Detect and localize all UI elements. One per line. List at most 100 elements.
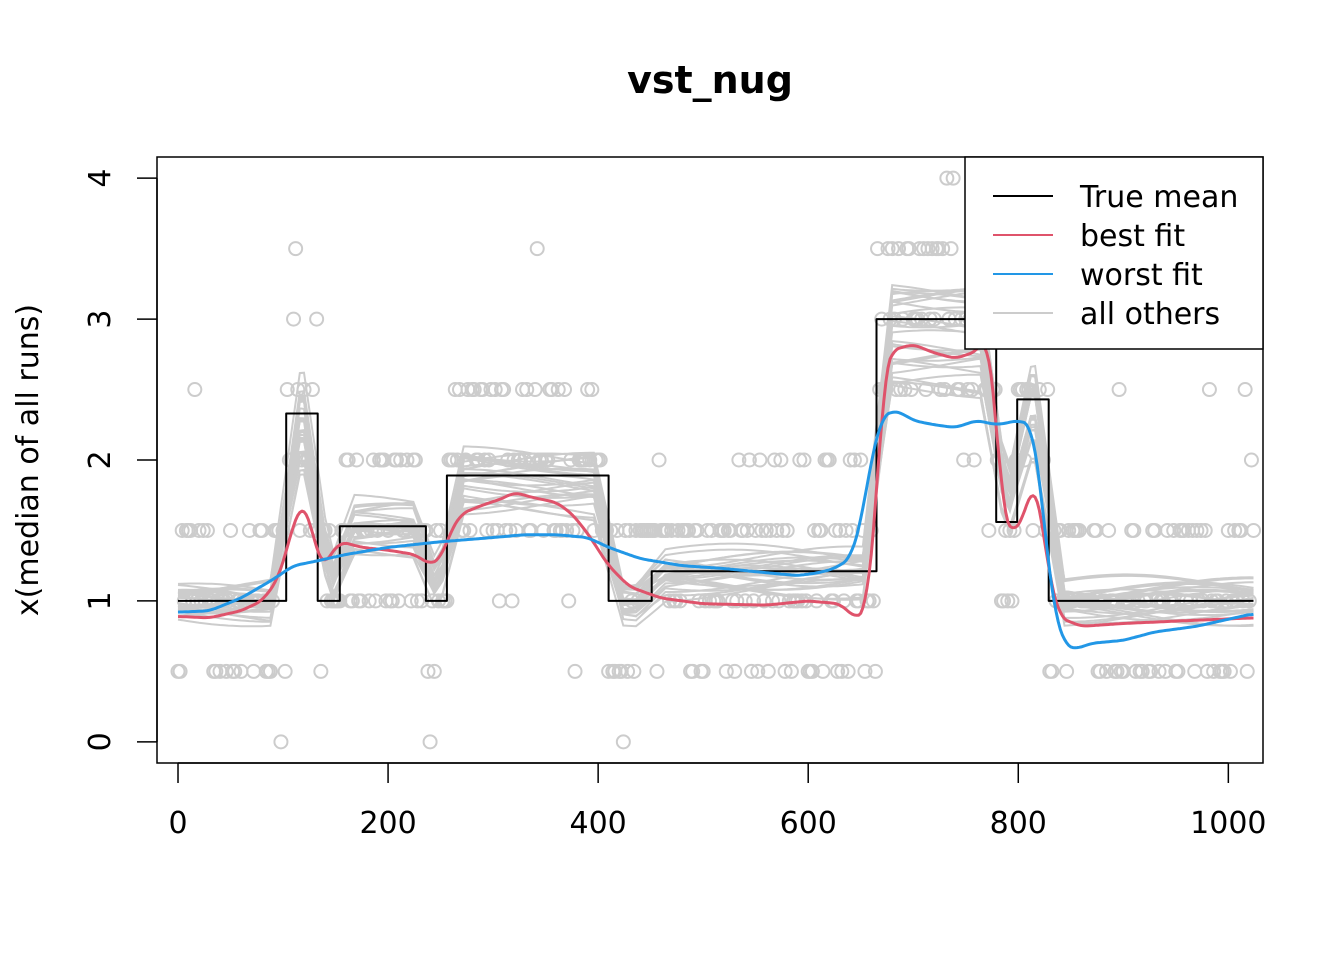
data-point	[783, 663, 799, 679]
data-point	[1092, 663, 1108, 679]
legend-label: best fit	[1080, 219, 1185, 254]
data-point	[739, 522, 755, 538]
legend: True mean best fit worst fit all others	[964, 156, 1264, 350]
x-tick-label: 400	[570, 806, 627, 841]
data-point	[842, 452, 858, 468]
data-point	[191, 522, 207, 538]
data-point	[737, 593, 753, 609]
data-point	[557, 382, 573, 398]
data-point	[399, 452, 415, 468]
data-point	[743, 663, 759, 679]
data-point	[943, 241, 959, 257]
data-point	[527, 382, 543, 398]
data-point	[760, 663, 776, 679]
data-point	[208, 663, 224, 679]
data-point	[223, 522, 239, 538]
data-point	[779, 522, 795, 538]
data-point	[1227, 522, 1243, 538]
data-point	[1061, 522, 1077, 538]
data-point	[353, 593, 369, 609]
data-point	[750, 663, 766, 679]
data-point	[758, 522, 774, 538]
data-point	[865, 593, 881, 609]
data-point	[1111, 382, 1127, 398]
data-point	[945, 170, 961, 186]
data-point	[548, 522, 564, 538]
y-axis-label: x(median of all runs)	[11, 304, 46, 616]
other-fit-line	[177, 286, 1254, 598]
data-point	[1071, 522, 1087, 538]
data-point	[689, 522, 705, 538]
data-point	[853, 452, 869, 468]
data-point	[777, 663, 793, 679]
data-point	[466, 382, 482, 398]
y-tick-label: 0	[83, 732, 118, 751]
data-point	[796, 452, 812, 468]
data-point	[1099, 663, 1115, 679]
data-point	[199, 522, 215, 538]
data-point	[981, 522, 997, 538]
data-point	[746, 593, 762, 609]
legend-label: all others	[1080, 297, 1220, 332]
data-point	[756, 593, 772, 609]
true-mean-line	[178, 318, 1254, 602]
data-point	[773, 452, 789, 468]
data-point	[615, 734, 631, 750]
data-point	[1040, 382, 1056, 398]
data-point	[1126, 522, 1142, 538]
data-point	[462, 522, 478, 538]
data-point	[1201, 382, 1217, 398]
data-point	[718, 663, 734, 679]
data-point	[313, 663, 329, 679]
y-tick-label: 2	[83, 450, 118, 469]
data-point	[174, 522, 190, 538]
data-point	[1206, 663, 1222, 679]
data-point	[1239, 663, 1255, 679]
data-point	[834, 663, 850, 679]
data-point	[670, 522, 686, 538]
data-point	[752, 452, 768, 468]
data-point	[867, 663, 883, 679]
legend-label: True mean	[1079, 180, 1238, 215]
data-point	[426, 663, 442, 679]
data-point	[828, 522, 844, 538]
data-point	[775, 522, 791, 538]
data-point	[1170, 663, 1186, 679]
data-point	[1000, 593, 1016, 609]
data-point	[804, 663, 820, 679]
data-point	[422, 734, 438, 750]
data-point	[748, 522, 764, 538]
data-point	[367, 593, 383, 609]
data-point	[1189, 522, 1205, 538]
data-point	[1044, 663, 1060, 679]
data-point	[1237, 382, 1253, 398]
data-point	[792, 452, 808, 468]
data-point	[1222, 663, 1238, 679]
data-point	[420, 663, 436, 679]
data-point	[620, 663, 636, 679]
data-point	[956, 452, 972, 468]
data-point	[567, 663, 583, 679]
x-tick-label: 600	[780, 806, 837, 841]
data-point	[1151, 663, 1167, 679]
data-point	[966, 452, 982, 468]
data-point	[1193, 522, 1209, 538]
data-point	[340, 452, 356, 468]
data-point	[1059, 663, 1075, 679]
data-point	[884, 241, 900, 257]
data-point	[838, 522, 854, 538]
data-point	[680, 522, 696, 538]
data-point	[617, 522, 633, 538]
data-point	[920, 241, 936, 257]
other-fit-line	[177, 291, 1254, 624]
data-point	[277, 663, 293, 679]
data-point	[769, 522, 785, 538]
data-point	[195, 522, 211, 538]
other-fit-line	[177, 347, 1254, 613]
data-point	[218, 663, 234, 679]
data-point	[767, 452, 783, 468]
data-point	[561, 593, 577, 609]
data-point	[409, 593, 425, 609]
data-point	[861, 593, 877, 609]
data-point	[649, 663, 665, 679]
